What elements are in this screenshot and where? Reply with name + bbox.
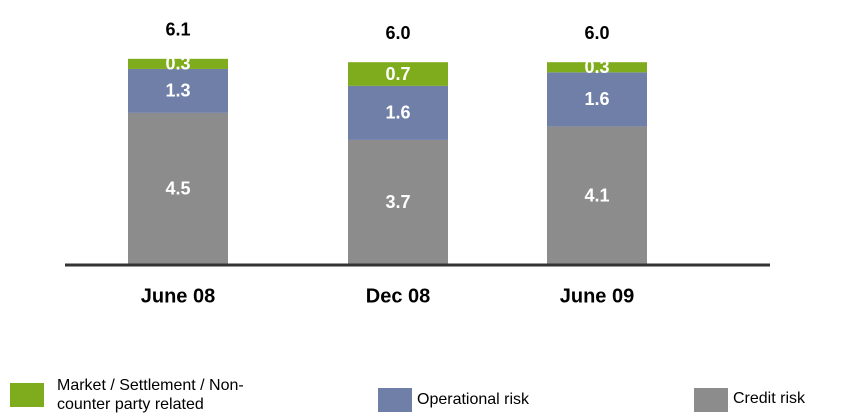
bar-segment [547, 126, 647, 265]
bar-segment [348, 85, 448, 140]
legend-label: Credit risk [733, 390, 806, 407]
legend-swatch [10, 383, 44, 407]
data-label: 1.3 [165, 81, 190, 101]
bar-segment [348, 139, 448, 265]
bar-segment [128, 68, 228, 113]
data-label: 4.5 [165, 179, 190, 199]
legend-swatch [694, 388, 728, 412]
x-tick-label: Dec 08 [366, 285, 431, 307]
x-tick-label: June 08 [141, 285, 215, 307]
legend-label: Operational risk [417, 391, 530, 408]
bar-segment [348, 62, 448, 86]
bar-segment [128, 112, 228, 266]
total-label: 6.0 [584, 23, 609, 43]
x-tick-label: June 09 [560, 285, 634, 307]
legend-swatch [378, 388, 412, 412]
bar-segment [547, 72, 647, 127]
data-label: 4.1 [584, 185, 609, 205]
legend-label: Market / Settlement / Non-counter party … [57, 377, 244, 413]
total-label: 6.0 [385, 23, 410, 43]
data-label: 0.3 [584, 57, 609, 77]
bar-segment [547, 62, 647, 73]
data-label: 0.7 [385, 64, 410, 84]
bar-segment [128, 58, 228, 69]
data-label: 0.3 [165, 54, 190, 74]
total-label: 6.1 [165, 20, 190, 40]
data-label: 1.6 [385, 103, 410, 123]
data-label: 1.6 [584, 89, 609, 109]
data-label: 3.7 [385, 192, 410, 212]
